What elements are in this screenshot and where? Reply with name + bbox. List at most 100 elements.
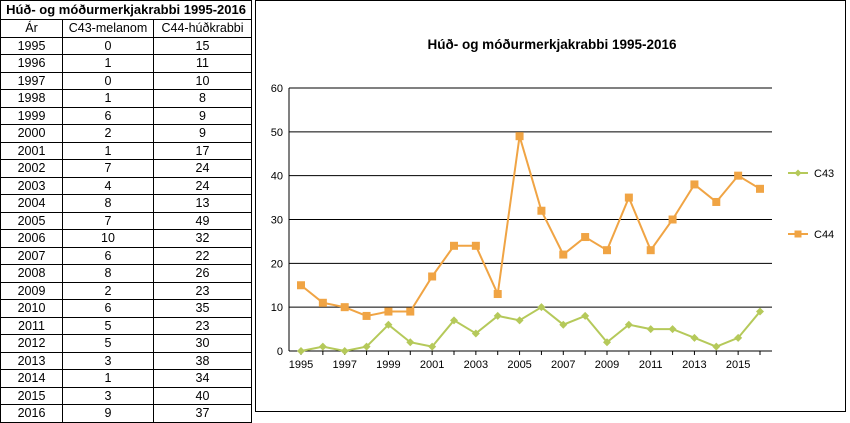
c44-point bbox=[690, 180, 699, 189]
y-tick-label: 30 bbox=[271, 215, 283, 227]
cell-year: 2000 bbox=[0, 124, 63, 143]
table-row: 1996 1 11 bbox=[0, 54, 253, 73]
cell-c44: 49 bbox=[152, 211, 253, 230]
c43-point bbox=[734, 333, 743, 342]
cell-c43: 2 bbox=[62, 281, 154, 300]
cell-c43: 5 bbox=[62, 316, 154, 335]
cell-year: 1996 bbox=[0, 54, 63, 73]
c43-point bbox=[493, 311, 502, 320]
cell-c44: 9 bbox=[152, 124, 253, 143]
table-row: 1998 1 8 bbox=[0, 89, 253, 108]
table-row: 2011 5 23 bbox=[0, 316, 253, 335]
cell-c43: 10 bbox=[62, 229, 154, 248]
cell-c43: 1 bbox=[62, 141, 154, 160]
cell-year: 2015 bbox=[0, 386, 63, 405]
cell-year: 2004 bbox=[0, 194, 63, 213]
cell-c43: 9 bbox=[62, 404, 154, 423]
table-row: 2007 6 22 bbox=[0, 246, 253, 265]
c43-point bbox=[603, 338, 611, 347]
cell-c43: 3 bbox=[62, 351, 154, 370]
x-tick-label: 2009 bbox=[595, 359, 619, 371]
c43-point bbox=[537, 303, 546, 312]
cell-c44: 30 bbox=[152, 334, 253, 353]
cell-c44: 13 bbox=[152, 194, 253, 213]
cell-c43: 7 bbox=[62, 211, 154, 230]
c44-point bbox=[537, 206, 546, 215]
c43-point bbox=[668, 325, 677, 334]
y-tick-label: 40 bbox=[271, 171, 283, 183]
cell-year: 2007 bbox=[0, 246, 63, 265]
x-tick-label: 2003 bbox=[464, 359, 488, 371]
y-tick-label: 60 bbox=[271, 83, 283, 95]
table-row: 2001 1 17 bbox=[0, 141, 253, 160]
cell-c44: 10 bbox=[152, 71, 253, 90]
table-row: 2003 4 24 bbox=[0, 176, 253, 195]
table-row: 2004 8 13 bbox=[0, 194, 253, 213]
cell-c43: 8 bbox=[62, 194, 154, 213]
cell-c43: 5 bbox=[62, 334, 154, 353]
cell-c44: 11 bbox=[152, 54, 253, 73]
x-tick-label: 1995 bbox=[289, 359, 313, 371]
c43-point bbox=[471, 329, 480, 338]
cell-year: 1999 bbox=[0, 106, 63, 125]
c43-point bbox=[690, 333, 699, 342]
y-tick-label: 20 bbox=[271, 258, 283, 270]
cell-c44: 17 bbox=[152, 141, 253, 160]
cell-c44: 22 bbox=[152, 246, 253, 265]
cell-year: 2010 bbox=[0, 299, 63, 318]
cell-c43: 0 bbox=[62, 36, 154, 55]
cell-c44: 38 bbox=[152, 351, 253, 370]
y-tick-label: 50 bbox=[271, 127, 283, 139]
c44-point bbox=[471, 241, 480, 250]
cell-c43: 2 bbox=[62, 124, 154, 143]
table-row: 2014 1 34 bbox=[0, 369, 253, 388]
cell-c43: 1 bbox=[62, 54, 154, 73]
chart-area: Húð- og móðurmerkjakrabbi 1995-2016 0 10 20… bbox=[255, 0, 846, 412]
table-row: 1995 0 15 bbox=[0, 36, 253, 55]
table-row: 2010 6 35 bbox=[0, 299, 253, 318]
cell-c43: 6 bbox=[62, 246, 154, 265]
y-tick-label: 0 bbox=[277, 346, 283, 358]
cell-c44: 23 bbox=[152, 281, 253, 300]
c44-point bbox=[340, 303, 349, 312]
x-tick-label: 1997 bbox=[332, 359, 356, 371]
legend-label-c44: C44 bbox=[814, 229, 834, 241]
cell-c44: 26 bbox=[152, 264, 253, 283]
cell-c44: 15 bbox=[152, 36, 253, 55]
c43-point bbox=[581, 311, 590, 320]
table-row: 2000 2 9 bbox=[0, 124, 253, 143]
c43-point bbox=[624, 320, 633, 329]
c43-point bbox=[450, 316, 458, 325]
table-title: Húð- og móðurmerkjakrabbi 1995-2016 bbox=[0, 0, 253, 20]
table-row: 2015 3 40 bbox=[0, 386, 253, 405]
cell-c44: 9 bbox=[152, 106, 253, 125]
cell-c44: 32 bbox=[152, 229, 253, 248]
c44-series-line bbox=[300, 135, 761, 317]
x-tick-label: 1999 bbox=[376, 359, 400, 371]
c44-point bbox=[712, 197, 721, 206]
cell-year: 2005 bbox=[0, 211, 63, 230]
table-row: 1999 6 9 bbox=[0, 106, 253, 125]
column-header-c43: C43-melanom bbox=[62, 19, 154, 38]
legend-label-c43: C43 bbox=[814, 168, 834, 180]
c43-point bbox=[515, 316, 524, 325]
c44-point bbox=[646, 246, 655, 255]
c43-point bbox=[362, 342, 371, 351]
table-row: 2002 7 24 bbox=[0, 159, 253, 178]
c44-point bbox=[450, 241, 458, 250]
cell-c43: 8 bbox=[62, 264, 154, 283]
c44-point bbox=[318, 298, 327, 307]
cell-year: 2016 bbox=[0, 404, 63, 423]
c43-point bbox=[318, 342, 327, 351]
table-row: 2008 8 26 bbox=[0, 264, 253, 283]
c43-point bbox=[384, 320, 393, 329]
cell-year: 1995 bbox=[0, 36, 63, 55]
line-chart: Húð- og móðurmerkjakrabbi 1995-2016 0 10 20… bbox=[271, 37, 834, 371]
c44-point bbox=[428, 272, 437, 281]
cell-year: 2006 bbox=[0, 229, 63, 248]
cell-c44: 37 bbox=[152, 404, 253, 423]
cell-c43: 6 bbox=[62, 106, 154, 125]
cell-c44: 35 bbox=[152, 299, 253, 318]
c43-point bbox=[712, 342, 721, 351]
data-table-container: Húð- og móðurmerkjakrabbi 1995-2016 Ár C… bbox=[0, 0, 253, 423]
